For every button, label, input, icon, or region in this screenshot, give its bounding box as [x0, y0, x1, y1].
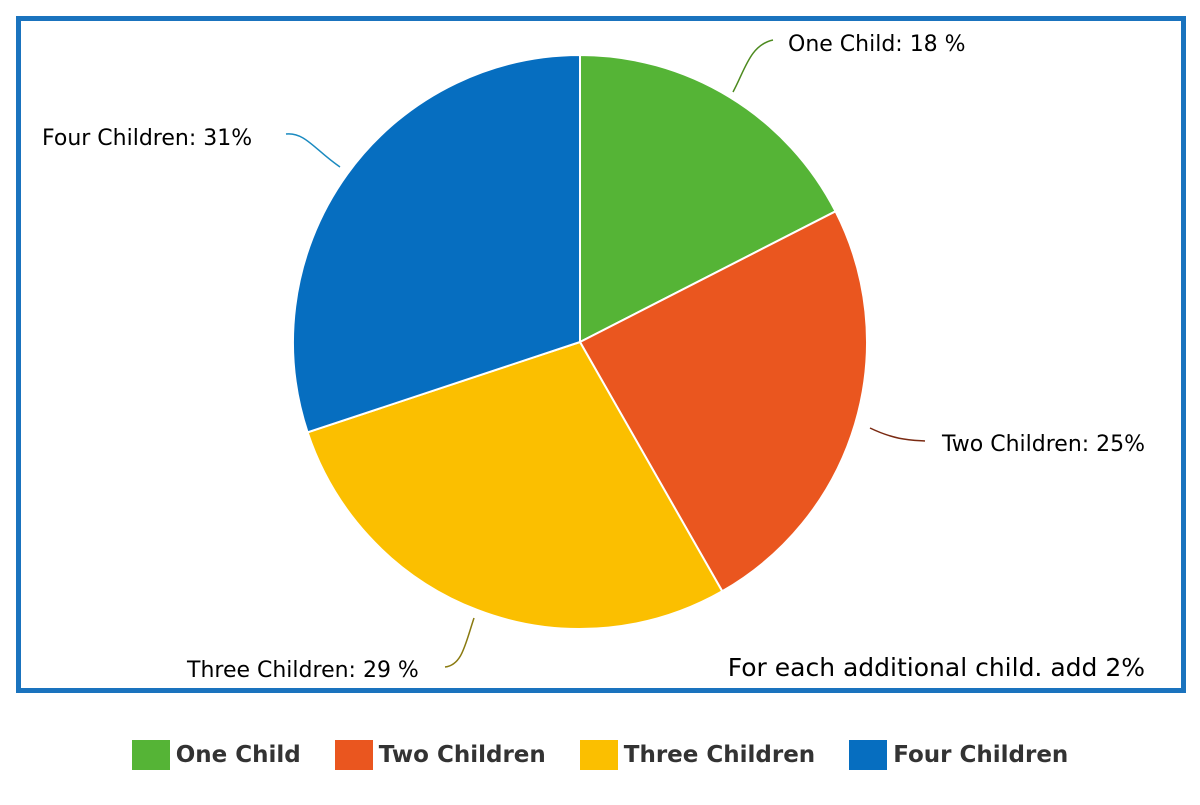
pie-slice-two-children[interactable]: [578, 209, 868, 593]
leader-line-two-children: [869, 427, 926, 442]
slice-label-three-children: Three Children: 29 %: [186, 658, 419, 683]
legend-swatch-three-children: [579, 740, 618, 770]
legend-label-one-child: One Child: [175, 742, 301, 768]
legend-swatch-two-children: [334, 740, 373, 770]
slice-label-four-children: Four Children: 31%: [42, 126, 252, 151]
legend-swatch-four-children: [849, 740, 888, 770]
legend-item-one-child[interactable]: One Child: [131, 740, 301, 770]
legend-label-four-children: Four Children: [893, 742, 1069, 768]
leader-line-one-child: [732, 39, 774, 93]
pie-slice-one-child[interactable]: [579, 53, 837, 344]
legend-label-two-children: Two Children: [378, 742, 546, 768]
pie-slices: [292, 53, 868, 630]
legend-item-four-children[interactable]: Four Children: [849, 740, 1068, 770]
pie-slice-three-children[interactable]: [306, 340, 724, 630]
legend-item-three-children[interactable]: Three Children: [579, 740, 816, 770]
slice-label-two-children: Two Children: 25%: [941, 432, 1145, 457]
leader-lines: [285, 39, 926, 668]
leader-line-four-children: [285, 133, 341, 168]
leader-line-three-children: [444, 617, 475, 668]
legend-label-three-children: Three Children: [623, 742, 816, 768]
additional-child-note: For each additional child. add 2%: [728, 653, 1145, 682]
slice-label-one-child: One Child: 18 %: [788, 32, 966, 57]
chart-frame: [16, 16, 1186, 693]
legend-item-two-children[interactable]: Two Children: [334, 740, 546, 770]
legend: One Child Two Children Three Children Fo…: [0, 735, 1200, 775]
legend-swatch-one-child: [131, 740, 170, 770]
pie-slice-four-children[interactable]: [292, 53, 581, 434]
slice-labels: One Child: 18 % Two Children: 25% Three …: [42, 32, 1145, 683]
